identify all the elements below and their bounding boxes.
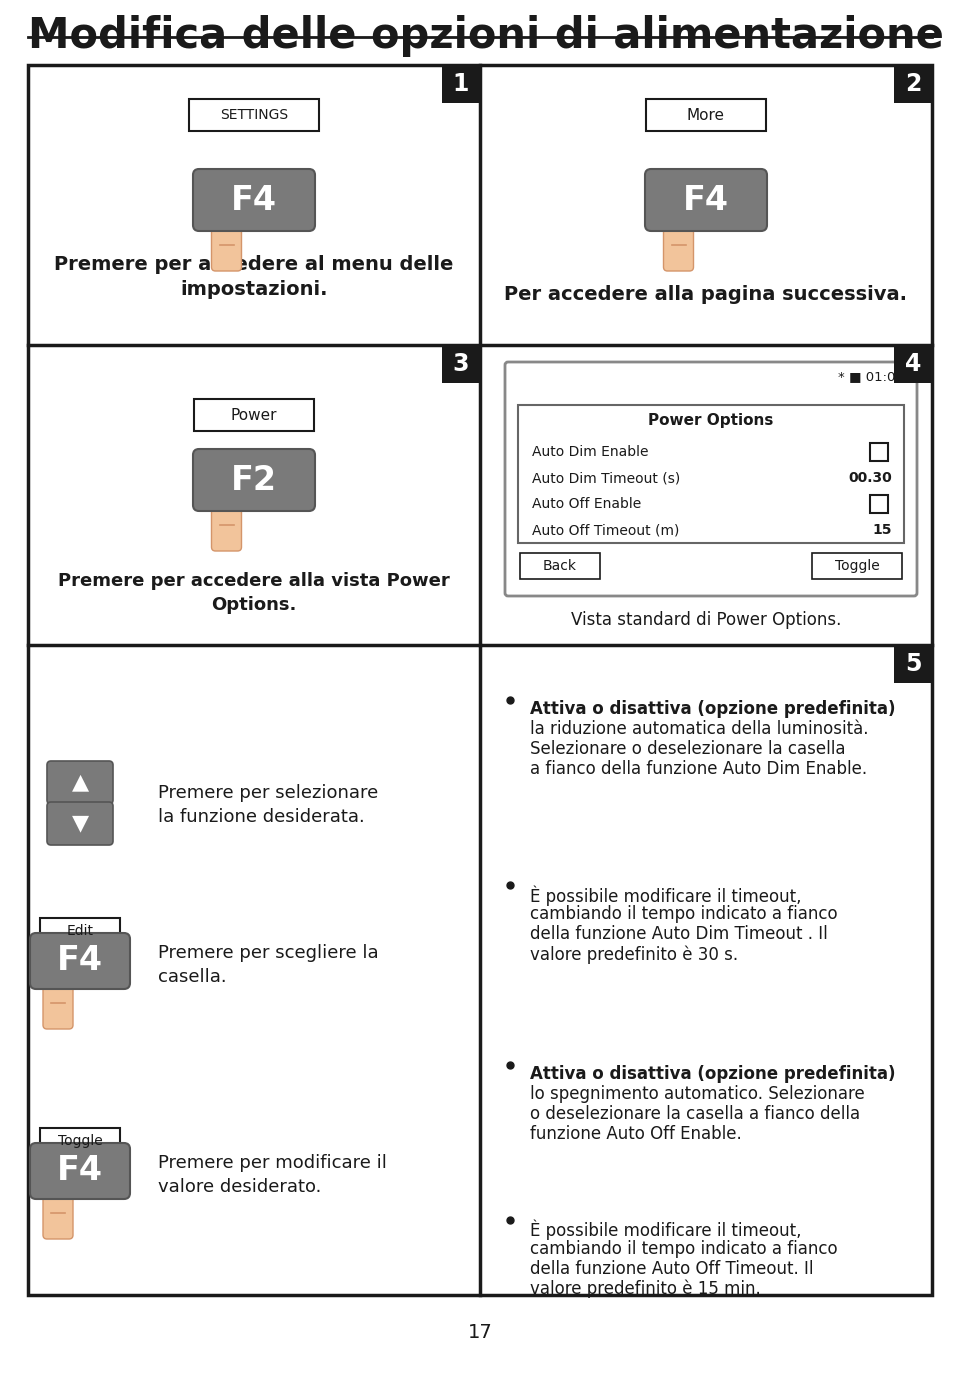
FancyBboxPatch shape	[193, 449, 315, 511]
Text: a fianco della funzione Auto Dim Enable.: a fianco della funzione Auto Dim Enable.	[530, 760, 867, 778]
Text: cambiando il tempo indicato a fianco: cambiando il tempo indicato a fianco	[530, 904, 838, 922]
FancyBboxPatch shape	[211, 499, 242, 551]
Text: 1: 1	[453, 72, 469, 96]
Text: Auto Off Enable: Auto Off Enable	[532, 497, 641, 511]
Bar	[518, 404, 904, 543]
Text: È possibile modificare il timeout,: È possibile modificare il timeout,	[530, 1220, 802, 1241]
Ellipse shape	[47, 971, 69, 992]
Ellipse shape	[215, 213, 237, 233]
Text: ▲: ▲	[71, 773, 88, 792]
FancyBboxPatch shape	[30, 1143, 130, 1199]
Text: Auto Dim Timeout (s): Auto Dim Timeout (s)	[532, 471, 681, 485]
Bar	[194, 399, 314, 431]
Text: F4: F4	[57, 945, 103, 978]
Text: 4: 4	[905, 352, 922, 375]
Text: * ■ 01:01: * ■ 01:01	[838, 371, 904, 384]
Text: Premere per scegliere la
casella.: Premere per scegliere la casella.	[158, 943, 378, 986]
Text: 15: 15	[873, 524, 892, 537]
Bar	[40, 1127, 120, 1154]
Text: valore predefinito è 15 min.: valore predefinito è 15 min.	[530, 1280, 760, 1299]
Ellipse shape	[47, 1181, 69, 1201]
Text: 5: 5	[904, 652, 922, 676]
Bar	[870, 443, 888, 461]
FancyBboxPatch shape	[30, 933, 130, 989]
Bar	[894, 345, 932, 384]
Text: Toggle: Toggle	[58, 1134, 103, 1148]
Bar	[894, 65, 932, 102]
Text: More: More	[687, 108, 725, 122]
Text: Selezionare o deselezionare la casella: Selezionare o deselezionare la casella	[530, 740, 846, 758]
Text: F2: F2	[231, 464, 277, 496]
Text: Premere per accedere al menu delle
impostazioni.: Premere per accedere al menu delle impos…	[55, 255, 454, 299]
FancyBboxPatch shape	[193, 169, 315, 231]
FancyBboxPatch shape	[663, 219, 693, 271]
FancyBboxPatch shape	[47, 802, 113, 845]
Bar	[870, 494, 888, 512]
Text: Back: Back	[543, 560, 577, 573]
Text: Vista standard di Power Options.: Vista standard di Power Options.	[571, 611, 841, 629]
Text: Edit: Edit	[66, 924, 93, 938]
Text: della funzione Auto Off Timeout. Il: della funzione Auto Off Timeout. Il	[530, 1260, 813, 1278]
Text: della funzione Auto Dim Timeout . Il: della funzione Auto Dim Timeout . Il	[530, 925, 828, 943]
Text: Per accedere alla pagina successiva.: Per accedere alla pagina successiva.	[505, 285, 907, 305]
Bar	[40, 918, 120, 945]
FancyBboxPatch shape	[47, 760, 113, 805]
Text: cambiando il tempo indicato a fianco: cambiando il tempo indicato a fianco	[530, 1240, 838, 1258]
Text: Premere per modificare il
valore desiderato.: Premere per modificare il valore desider…	[158, 1154, 387, 1197]
Text: Premere per accedere alla vista Power
Options.: Premere per accedere alla vista Power Op…	[59, 572, 450, 614]
Text: 3: 3	[453, 352, 469, 375]
Text: 2: 2	[905, 72, 922, 96]
Text: la riduzione automatica della luminosità.: la riduzione automatica della luminosità…	[530, 720, 869, 738]
Text: È possibile modificare il timeout,: È possibile modificare il timeout,	[530, 885, 802, 906]
Text: Auto Dim Enable: Auto Dim Enable	[532, 445, 649, 458]
Text: Modifica delle opzioni di alimentazione: Modifica delle opzioni di alimentazione	[28, 15, 944, 57]
Text: Attiva o disattiva (opzione predefinita): Attiva o disattiva (opzione predefinita)	[530, 1065, 896, 1083]
Text: ▼: ▼	[71, 813, 88, 834]
Text: F4: F4	[231, 183, 277, 216]
Ellipse shape	[215, 493, 237, 512]
Bar	[812, 553, 902, 579]
Ellipse shape	[667, 213, 689, 233]
Text: Power Options: Power Options	[648, 414, 774, 428]
Text: Premere per selezionare
la funzione desiderata.: Premere per selezionare la funzione desi…	[158, 784, 378, 827]
Text: Power: Power	[230, 407, 277, 422]
Text: 00.30: 00.30	[849, 471, 892, 485]
FancyBboxPatch shape	[43, 976, 73, 1029]
Bar	[646, 98, 766, 132]
Bar	[894, 645, 932, 683]
Bar	[28, 65, 932, 1295]
Text: Auto Off Timeout (m): Auto Off Timeout (m)	[532, 524, 680, 537]
Bar	[189, 98, 319, 132]
Text: Attiva o disattiva (opzione predefinita): Attiva o disattiva (opzione predefinita)	[530, 699, 896, 717]
Text: valore predefinito è 30 s.: valore predefinito è 30 s.	[530, 945, 738, 964]
FancyBboxPatch shape	[43, 1187, 73, 1240]
Bar	[442, 345, 480, 384]
Text: lo spegnimento automatico. Selezionare: lo spegnimento automatico. Selezionare	[530, 1084, 865, 1102]
FancyBboxPatch shape	[505, 361, 917, 596]
Text: 17: 17	[468, 1324, 492, 1342]
Text: F4: F4	[57, 1155, 103, 1187]
Bar	[520, 553, 600, 579]
Text: funzione Auto Off Enable.: funzione Auto Off Enable.	[530, 1125, 742, 1143]
Text: SETTINGS: SETTINGS	[220, 108, 288, 122]
Text: F4: F4	[683, 183, 729, 216]
Text: o deselezionare la casella a fianco della: o deselezionare la casella a fianco dell…	[530, 1105, 860, 1123]
Text: Toggle: Toggle	[834, 560, 879, 573]
Bar	[442, 65, 480, 102]
FancyBboxPatch shape	[645, 169, 767, 231]
FancyBboxPatch shape	[211, 219, 242, 271]
